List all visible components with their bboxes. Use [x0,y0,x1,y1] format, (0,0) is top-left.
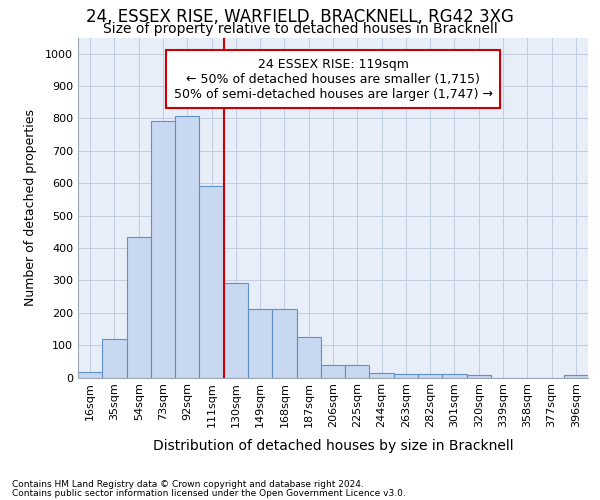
Text: 24 ESSEX RISE: 119sqm
← 50% of detached houses are smaller (1,715)
50% of semi-d: 24 ESSEX RISE: 119sqm ← 50% of detached … [173,58,493,101]
Bar [296,337,321,378]
Bar [442,374,467,378]
X-axis label: Distribution of detached houses by size in Bracknell: Distribution of detached houses by size … [152,438,514,452]
Bar [321,364,345,378]
Bar [370,372,394,378]
Bar [564,375,588,378]
Bar [224,282,248,378]
Bar [199,186,224,378]
Text: 24, ESSEX RISE, WARFIELD, BRACKNELL, RG42 3XG: 24, ESSEX RISE, WARFIELD, BRACKNELL, RG4… [86,8,514,26]
Bar [102,338,127,378]
Bar [272,308,296,378]
Text: Contains public sector information licensed under the Open Government Licence v3: Contains public sector information licen… [12,488,406,498]
Bar [248,308,272,378]
Bar [175,116,199,378]
Bar [345,364,370,378]
Bar [418,374,442,378]
Bar [151,120,175,378]
Text: Contains HM Land Registry data © Crown copyright and database right 2024.: Contains HM Land Registry data © Crown c… [12,480,364,489]
Text: Size of property relative to detached houses in Bracknell: Size of property relative to detached ho… [103,22,497,36]
Bar [394,374,418,378]
Bar [78,372,102,378]
Bar [127,236,151,378]
Y-axis label: Number of detached properties: Number of detached properties [24,109,37,306]
Bar [467,375,491,378]
